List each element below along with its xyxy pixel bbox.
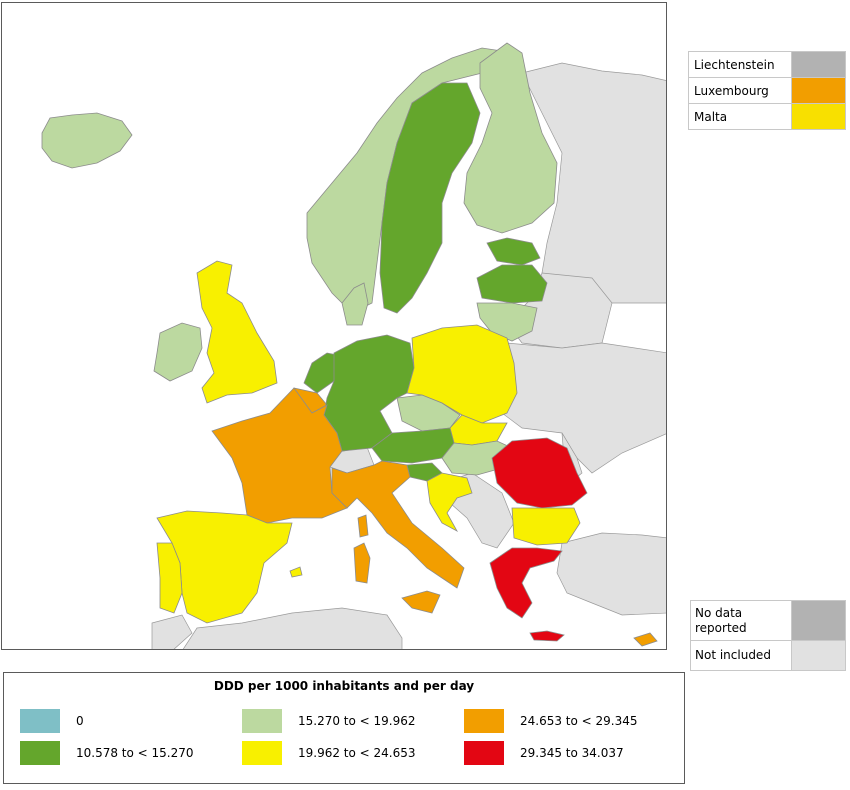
north-africa [182,607,403,649]
legend-label: 10.578 to < 15.270 [76,746,194,760]
status-label: Not included [690,640,792,671]
small-country-row: Liechtenstein [688,51,846,78]
legend-item: 0 [20,709,84,733]
status-row: Not included [690,640,846,671]
legend-swatch [242,741,282,765]
europe-map-svg [41,42,666,649]
map-legend: DDD per 1000 inhabitants and per day 0 1… [3,672,685,784]
legend-item: 15.270 to < 19.962 [242,709,416,733]
legend-item: 10.578 to < 15.270 [20,741,194,765]
balearics [289,566,303,578]
small-country-swatch [791,51,846,78]
legend-title: DDD per 1000 inhabitants and per day [213,679,475,693]
status-label: No data reported [690,600,792,641]
united-kingdom [196,260,278,404]
countries [41,42,658,647]
denmark [341,282,369,326]
portugal [156,542,183,614]
morocco-coast [151,614,193,649]
status-row: No data reported [690,600,846,641]
legend-item: 24.653 to < 29.345 [464,709,638,733]
corsica [357,514,369,538]
legend-item: 29.345 to 34.037 [464,741,624,765]
black-sea-coast-turkey [556,532,666,616]
bulgaria [511,507,581,546]
czech-republic [396,394,461,432]
sardinia [353,542,371,584]
small-country-label: Luxembourg [688,77,792,104]
legend-swatch [20,741,60,765]
small-country-row: Luxembourg [688,77,846,104]
status-legend-table: No data reported Not included [690,600,846,671]
crete [529,630,565,642]
status-swatch [791,600,846,641]
legend-item: 19.962 to < 24.653 [242,741,416,765]
legend-label: 19.962 to < 24.653 [298,746,416,760]
finland [463,42,558,234]
italy [331,460,465,589]
iceland [41,112,133,169]
choropleth-map [1,2,667,650]
sicily [401,590,441,614]
small-country-swatch [791,77,846,104]
small-country-swatch [791,103,846,130]
ireland [153,322,203,382]
status-swatch [791,640,846,671]
legend-label: 29.345 to 34.037 [520,746,624,760]
poland [406,324,518,424]
legend-swatch [242,709,282,733]
latvia [476,264,548,304]
small-country-label: Liechtenstein [688,51,792,78]
romania [491,437,588,509]
legend-swatch [20,709,60,733]
estonia [486,237,541,266]
cyprus [633,632,658,647]
greece [489,547,563,619]
legend-label: 15.270 to < 19.962 [298,714,416,728]
legend-label: 0 [76,714,84,728]
legend-label: 24.653 to < 29.345 [520,714,638,728]
small-country-row: Malta [688,103,846,130]
croatia [426,472,473,532]
legend-swatch [464,709,504,733]
sweden [379,82,481,314]
small-country-label: Malta [688,103,792,130]
small-countries-table: Liechtenstein Luxembourg Malta [688,51,846,130]
legend-swatch [464,741,504,765]
